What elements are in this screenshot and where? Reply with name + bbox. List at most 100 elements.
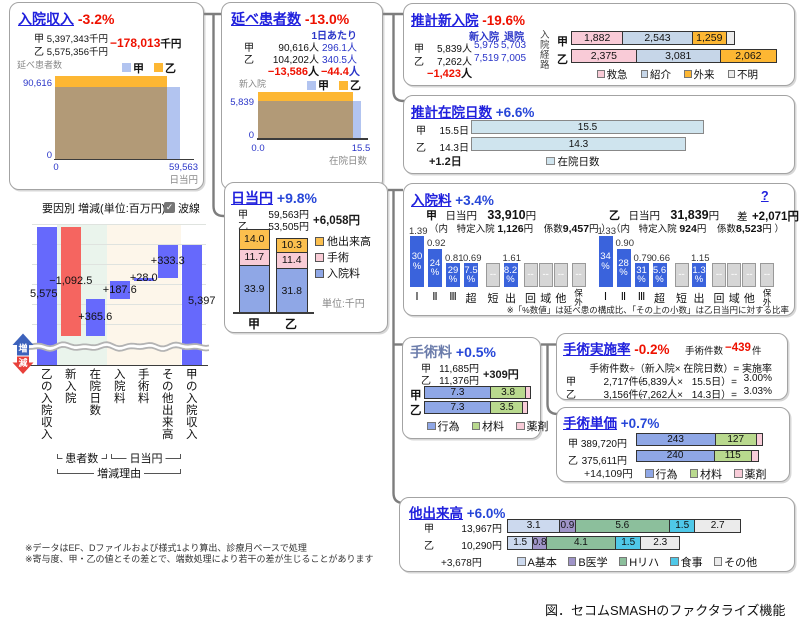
bar-segment-label: 115: [724, 450, 741, 462]
legend-item: その他: [713, 554, 757, 570]
help-link[interactable]: ?: [761, 189, 769, 203]
bar-segment: 3.1: [507, 519, 561, 533]
row-otsu: 乙: [34, 43, 44, 58]
panel-title-row: 手術料 +0.5%: [410, 342, 496, 362]
legend-label: 在院日数: [557, 155, 600, 168]
panel-title-row: 手術単価 +0.7%: [563, 412, 659, 432]
fee-cat-label: 域: [540, 293, 552, 306]
fee-bar-empty: --: [763, 269, 771, 281]
row-kou-value: 5,397,343千円: [46, 33, 108, 45]
legend-label: 他出来高: [327, 236, 371, 248]
paren-open: （内: [429, 224, 449, 235]
legend-item: 薬剤: [734, 466, 767, 482]
x-axis-line: [257, 138, 368, 140]
unit-note: 単位:千円: [322, 299, 365, 310]
waterfall-bar-3: [85, 299, 105, 336]
admission-revenue-title-link[interactable]: 入院収入: [18, 11, 74, 27]
per-diem-title-link[interactable]: 日当円: [231, 190, 273, 206]
surgery-price-title-link[interactable]: 手術単価: [563, 416, 617, 431]
total-patients-title-link[interactable]: 延べ患者数: [231, 11, 301, 27]
panel-admission-fee: 入院料 +3.4% ? 甲 日当円 33,910円 （内 特定入院 1,126円…: [403, 183, 799, 316]
row-otsu-c3: 14.3日）=: [691, 390, 737, 401]
bar-segment: 2.3: [640, 536, 681, 550]
bar-segment-label: 3.1: [526, 520, 541, 532]
fee-cat-label: 他: [555, 293, 567, 306]
legend-item-kou: 甲: [307, 77, 329, 93]
paren-open: （内: [611, 224, 631, 235]
delta2-unit: 人: [348, 66, 360, 78]
count-label: 手術件数: [685, 346, 724, 357]
bar-segment-label: 1,259: [696, 31, 723, 44]
x-axis-line: [54, 158, 194, 161]
row-kou-label: 甲: [414, 43, 424, 55]
waterfall-bar-5: [134, 277, 154, 281]
legend: 甲 乙: [307, 77, 361, 93]
legend-label: 材料: [482, 421, 504, 433]
bar-segment: [726, 30, 735, 45]
legend-swatch-otsu: [339, 80, 348, 90]
bar-segment-label: 0.8: [532, 537, 547, 549]
delta: +3,678円: [441, 558, 482, 569]
surgery-rate-title-link[interactable]: 手術実施率: [563, 342, 631, 357]
fee-bar-kou: 30%: [410, 236, 424, 288]
row-otsu-value: 375,611円: [581, 456, 627, 467]
gridline: [32, 324, 206, 326]
tokutei-value: 1,126: [497, 223, 524, 235]
panel-title-row: 他出来高 +6.0%: [409, 502, 505, 522]
legend-swatch: [516, 421, 525, 431]
legend-swatch: [315, 236, 324, 246]
fee-bar-otsu: --: [760, 262, 774, 288]
count-delta: −439: [725, 341, 751, 354]
wavy-line-checkbox[interactable]: ✓: [164, 201, 175, 213]
legend-item: A基本: [517, 554, 557, 570]
est-los-title-link[interactable]: 推計在院日数: [411, 105, 492, 120]
fee-bar-empty: --: [527, 269, 534, 281]
row-kou-adm: 5,975: [473, 39, 499, 51]
legend-item: 紹介: [640, 67, 671, 82]
delta1-unit: 人: [308, 66, 319, 78]
legend-item: 入院料: [315, 265, 360, 281]
increase-decrease-arrows: 増 減: [12, 333, 34, 374]
bar-segment: 7.3: [423, 400, 492, 414]
bar-segment: 240: [635, 449, 715, 462]
legend-label: 食事: [680, 556, 703, 569]
legend-item-otsu: 乙: [339, 77, 361, 93]
admission-fee-title-link[interactable]: 入院料: [411, 193, 452, 208]
col2-header: 1日あたり: [311, 31, 357, 42]
bar-segment-label: 240: [666, 450, 684, 462]
legend-swatch: [315, 252, 324, 262]
bar-segment-label: 2.7: [710, 520, 725, 532]
segment-label: 33.9: [244, 283, 265, 296]
tokutei-label: 特定入院: [638, 224, 677, 235]
waterfall-label-1: 5,575: [29, 288, 58, 300]
fee-cat-label: 保外: [574, 288, 583, 308]
row-kou-label: 甲: [416, 126, 426, 137]
fee-cat-label: 回: [713, 293, 725, 306]
fee-bar-kou: 29%: [446, 263, 460, 288]
group-bracket-label: 患者数: [62, 449, 102, 466]
fee-bar-pct: 28%: [618, 257, 629, 279]
other-fees-title-link[interactable]: 他出来高: [409, 506, 463, 521]
surgery-rate-pct: -0.2%: [634, 342, 670, 357]
fee-bar-pct: 34%: [600, 251, 611, 272]
est-los-pct: +6.6%: [495, 105, 535, 120]
bar-segment: [750, 449, 759, 462]
fee-cat-label: Ⅲ: [637, 291, 646, 304]
surgery-fee-title: 手術料: [410, 344, 452, 360]
fee-note: ※「%数値」は延べ患の構成比、「その上の小数」は乙日当円に対する比率: [506, 305, 789, 315]
fee-bar-kou: --: [538, 262, 553, 288]
delta-value: −1,423: [427, 68, 461, 80]
fee-cat-label: Ⅰ: [415, 291, 419, 304]
delta1: −13,586人: [252, 63, 319, 79]
row-otsu-value: 53,505円: [268, 222, 309, 233]
est-new-admissions-title-link[interactable]: 推計新入院: [411, 13, 479, 28]
ytick-zero: 0: [248, 130, 254, 141]
stack-segment-otsu: 10.3: [276, 237, 308, 253]
group-bracket: 日当円: [110, 449, 182, 466]
fee-bar-kou: --: [571, 262, 586, 288]
panel-title-row: 延べ患者数 -13.0%: [231, 9, 349, 29]
bar-segment: 127: [714, 433, 757, 446]
legend-label: 外来: [693, 68, 715, 81]
diff-label: 差: [737, 211, 748, 223]
panel-admission-revenue: 入院収入 -3.2% 甲 5,397,343千円 乙 5,575,356千円 −…: [9, 2, 204, 190]
